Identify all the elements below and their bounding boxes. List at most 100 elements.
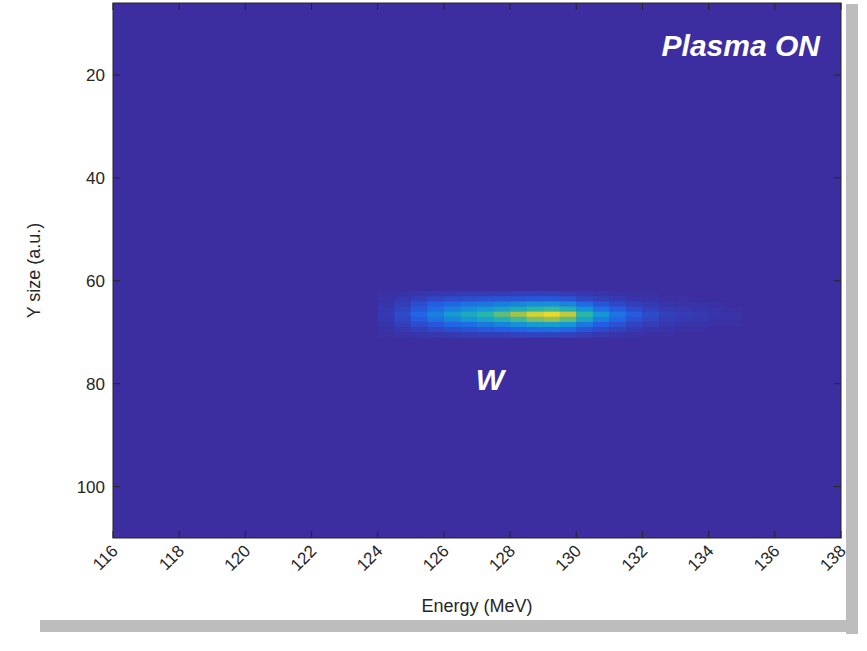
heat-cell [659,291,676,297]
heat-cell [444,327,461,333]
x-tick-label: 118 [155,541,188,574]
heat-cell [527,327,544,333]
heat-cell [659,327,676,333]
heat-cell [411,327,428,333]
heat-cell [444,322,461,328]
heat-cell [609,312,626,318]
x-tick [841,3,842,10]
heat-cell [543,296,560,302]
heat-cell [576,327,593,333]
heat-cell [560,322,577,328]
heat-cell [378,332,395,338]
x-tick [311,3,312,10]
heat-cell [626,291,643,297]
heat-cell [427,296,444,302]
heat-cell [709,296,726,302]
heat-cell [609,301,626,307]
heat-cell [411,317,428,323]
x-tick-label: 132 [618,541,651,574]
heat-cell [444,291,461,297]
heat-cell [593,291,610,297]
heat-cell [510,322,527,328]
x-tick [113,531,114,538]
heat-cell [378,317,395,323]
heat-cell [460,291,477,297]
x-tick-label: 128 [485,541,518,574]
heat-cell [659,332,676,338]
heat-cell [725,312,742,318]
y-tick [113,75,120,76]
heat-cell [709,291,726,297]
heat-cell [709,322,726,328]
heat-cell [659,317,676,323]
heat-cell [642,296,659,302]
heat-cell [427,322,444,328]
heat-cell [527,307,544,313]
heat-cell [460,307,477,313]
heat-cell [394,307,411,313]
heat-cell [676,301,693,307]
heat-cell [494,327,511,333]
x-tick-label: 138 [816,541,849,574]
heat-cell [609,327,626,333]
heat-cell [659,296,676,302]
x-tick-label: 124 [353,541,386,574]
heat-cell [494,301,511,307]
heat-cell [609,307,626,313]
heat-cell [411,307,428,313]
heat-cell [427,301,444,307]
heat-cell [510,301,527,307]
heat-cell [725,307,742,313]
heat-cell [626,301,643,307]
heat-cell [576,296,593,302]
y-tick-label: 40 [86,169,105,188]
heat-cell [692,291,709,297]
x-tick [510,531,511,538]
plot-background [113,3,841,538]
heat-cell [725,322,742,328]
heat-cell [576,312,593,318]
heat-cell [494,332,511,338]
heat-cell [560,301,577,307]
heat-cell [460,332,477,338]
heat-cell [642,312,659,318]
x-tick [774,3,775,10]
heat-cell [427,317,444,323]
heat-cell [394,296,411,302]
heat-cell [460,322,477,328]
y-tick [834,177,841,178]
plot-frame [113,3,841,538]
heat-cell [510,296,527,302]
heat-cell [642,317,659,323]
heat-cell [527,291,544,297]
heat-cell [378,312,395,318]
heat-cell [576,301,593,307]
heat-cell [477,322,494,328]
x-tick [377,3,378,10]
x-tick-label: 130 [552,541,585,574]
heat-cell [394,312,411,318]
heat-cell [692,317,709,323]
y-tick [834,75,841,76]
heat-cell [494,307,511,313]
heat-cell [642,332,659,338]
heat-cell [394,322,411,328]
y-tick [834,280,841,281]
heat-cell [609,332,626,338]
heat-cell [725,291,742,297]
heat-cell [378,327,395,333]
heat-cell [378,291,395,297]
heat-cell [609,296,626,302]
x-tick [708,3,709,10]
heat-cell [460,327,477,333]
heat-cell [709,317,726,323]
heat-cell [676,317,693,323]
heat-cell [692,307,709,313]
heat-cell [444,307,461,313]
heat-cell [494,312,511,318]
heat-cell [609,317,626,323]
heat-cell [427,327,444,333]
heat-cell [494,322,511,328]
y-tick-label: 60 [86,272,105,291]
heat-cell [593,317,610,323]
